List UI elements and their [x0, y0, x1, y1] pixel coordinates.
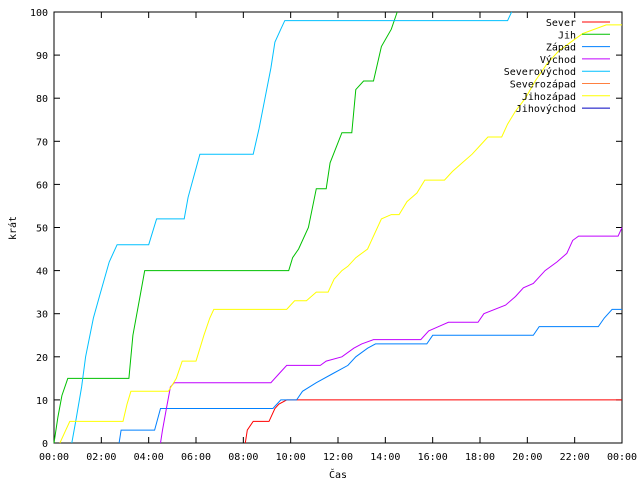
x-axis: 00:00 02:00 04:00 06:00 08:00 10:00 12:00 14:00… — [39, 12, 637, 463]
x-tick-label: 08:00 — [228, 452, 258, 463]
x-tick-label: 10:00 — [276, 452, 306, 463]
legend-label: Jihozápad — [522, 91, 576, 103]
y-tick-label: 20 — [36, 353, 48, 364]
y-tick-label: 30 — [36, 310, 48, 321]
x-tick-label: 00:00 — [607, 452, 637, 463]
y-tick-label: 60 — [36, 180, 48, 191]
y-tick-label: 50 — [36, 224, 48, 235]
x-axis-title: Čas — [329, 468, 347, 480]
legend-label: Západ — [546, 42, 576, 54]
y-tick-label: 80 — [36, 94, 48, 105]
legend-label: Severozápad — [510, 79, 576, 91]
series-line-5 — [71, 11, 513, 444]
series-line-4 — [160, 227, 623, 444]
y-tick-label: 10 — [36, 396, 48, 407]
legend-label: Jihovýchod — [516, 103, 576, 115]
x-tick-label: 22:00 — [560, 452, 590, 463]
legend-label: Severovýchod — [504, 66, 576, 78]
y-tick-label: 40 — [36, 267, 48, 278]
legend: SeverJihZápadVýchodSeverovýchodSeverozáp… — [504, 18, 610, 115]
legend-label: Sever — [546, 18, 576, 29]
x-tick-label: 18:00 — [465, 452, 495, 463]
x-tick-label: 04:00 — [134, 452, 164, 463]
x-tick-label: 20:00 — [512, 452, 542, 463]
series-line-7 — [59, 24, 622, 444]
y-tick-label: 70 — [36, 137, 48, 148]
x-tick-label: 16:00 — [418, 452, 448, 463]
series-line-1 — [244, 399, 622, 444]
y-axis-title: krát — [7, 216, 19, 240]
y-tick-label: 0 — [42, 439, 48, 450]
x-tick-label: 06:00 — [181, 452, 211, 463]
legend-label: Východ — [540, 54, 576, 66]
legend-label: Jih — [558, 30, 576, 41]
series-lines — [53, 11, 623, 444]
x-tick-label: 14:00 — [370, 452, 400, 463]
y-tick-label: 100 — [30, 8, 48, 19]
x-tick-label: 12:00 — [323, 452, 353, 463]
y-tick-label: 90 — [36, 51, 48, 62]
x-tick-label: 00:00 — [39, 452, 69, 463]
x-tick-label: 02:00 — [86, 452, 116, 463]
series-line-2 — [53, 11, 398, 444]
series-line-3 — [118, 308, 622, 444]
